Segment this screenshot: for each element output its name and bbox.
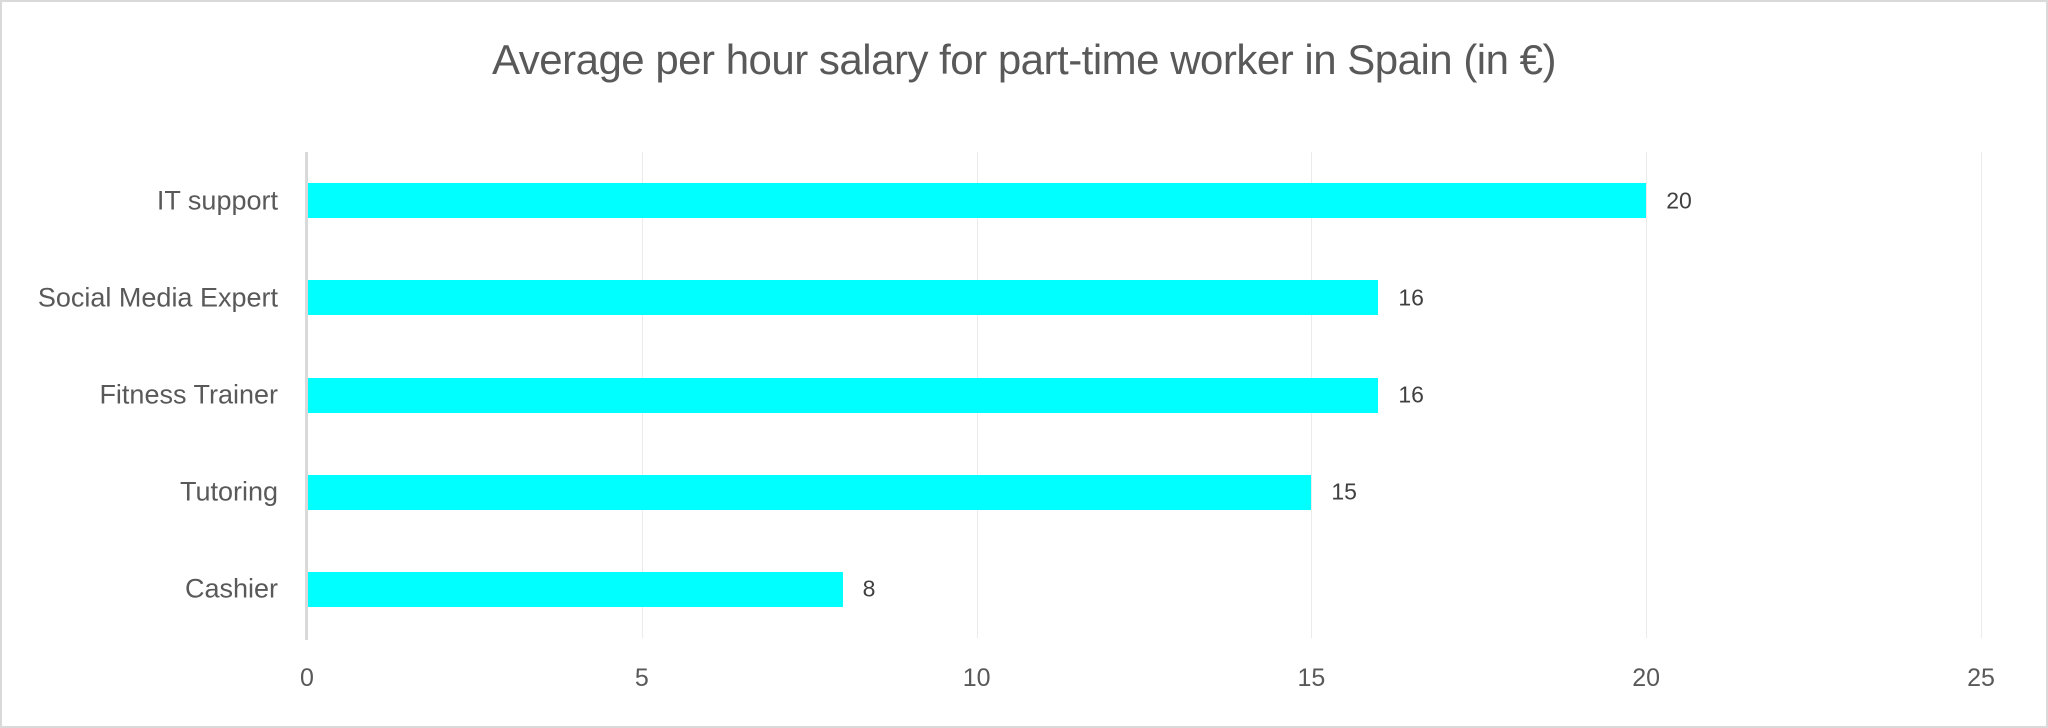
- bar[interactable]: [308, 571, 843, 607]
- gridline: [1646, 152, 1647, 638]
- category-label: Tutoring: [179, 476, 278, 507]
- category-label: Cashier: [184, 573, 278, 604]
- data-label: 8: [862, 575, 876, 602]
- bar[interactable]: [308, 474, 1312, 510]
- gridline: [1981, 152, 1982, 638]
- category-label: Fitness Trainer: [99, 379, 278, 410]
- bar[interactable]: [308, 280, 1379, 316]
- category-label: IT support: [156, 185, 278, 216]
- bar[interactable]: [308, 183, 1647, 219]
- bar[interactable]: [308, 377, 1379, 413]
- x-tick-label: 20: [1632, 664, 1661, 692]
- x-tick-label: 5: [634, 664, 649, 692]
- x-tick-label: 25: [1967, 664, 1995, 692]
- x-tick-label: 15: [1297, 664, 1326, 692]
- chart-title: Average per hour salary for part-time wo…: [491, 36, 1557, 83]
- x-tick-label: 10: [962, 664, 991, 692]
- data-label: 16: [1398, 284, 1424, 311]
- data-label: 15: [1331, 478, 1357, 505]
- category-label: Social Media Expert: [37, 282, 278, 313]
- x-tick-label: 0: [300, 664, 314, 692]
- data-label: 20: [1666, 187, 1692, 214]
- data-label: 16: [1398, 381, 1424, 408]
- category-axis-line: [305, 152, 308, 640]
